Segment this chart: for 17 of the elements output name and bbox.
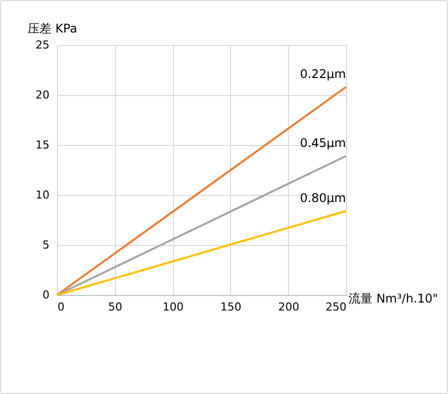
series-label: 0.22μm [300, 67, 346, 81]
series-label: 0.80μm [300, 191, 346, 205]
x-tick-label: 200 [278, 300, 300, 314]
x-tick-label: 100 [162, 300, 184, 314]
y-tick-label: 5 [42, 238, 50, 252]
x-axis-title: 流量 Nm³/h.10" [348, 292, 438, 306]
y-axis-title: 压差 KPa [28, 22, 78, 36]
x-tick-label: 150 [220, 300, 242, 314]
y-tick-label: 20 [36, 88, 50, 102]
y-tick-label: 10 [36, 188, 50, 202]
x-tick-label: 250 [326, 300, 346, 314]
y-tick-label: 25 [36, 38, 50, 52]
y-tick-label: 15 [36, 138, 50, 152]
x-tick-label: 0 [58, 300, 64, 314]
series-label: 0.45μm [300, 136, 346, 150]
y-tick-label: 0 [42, 288, 50, 302]
x-tick-label: 50 [108, 300, 122, 314]
